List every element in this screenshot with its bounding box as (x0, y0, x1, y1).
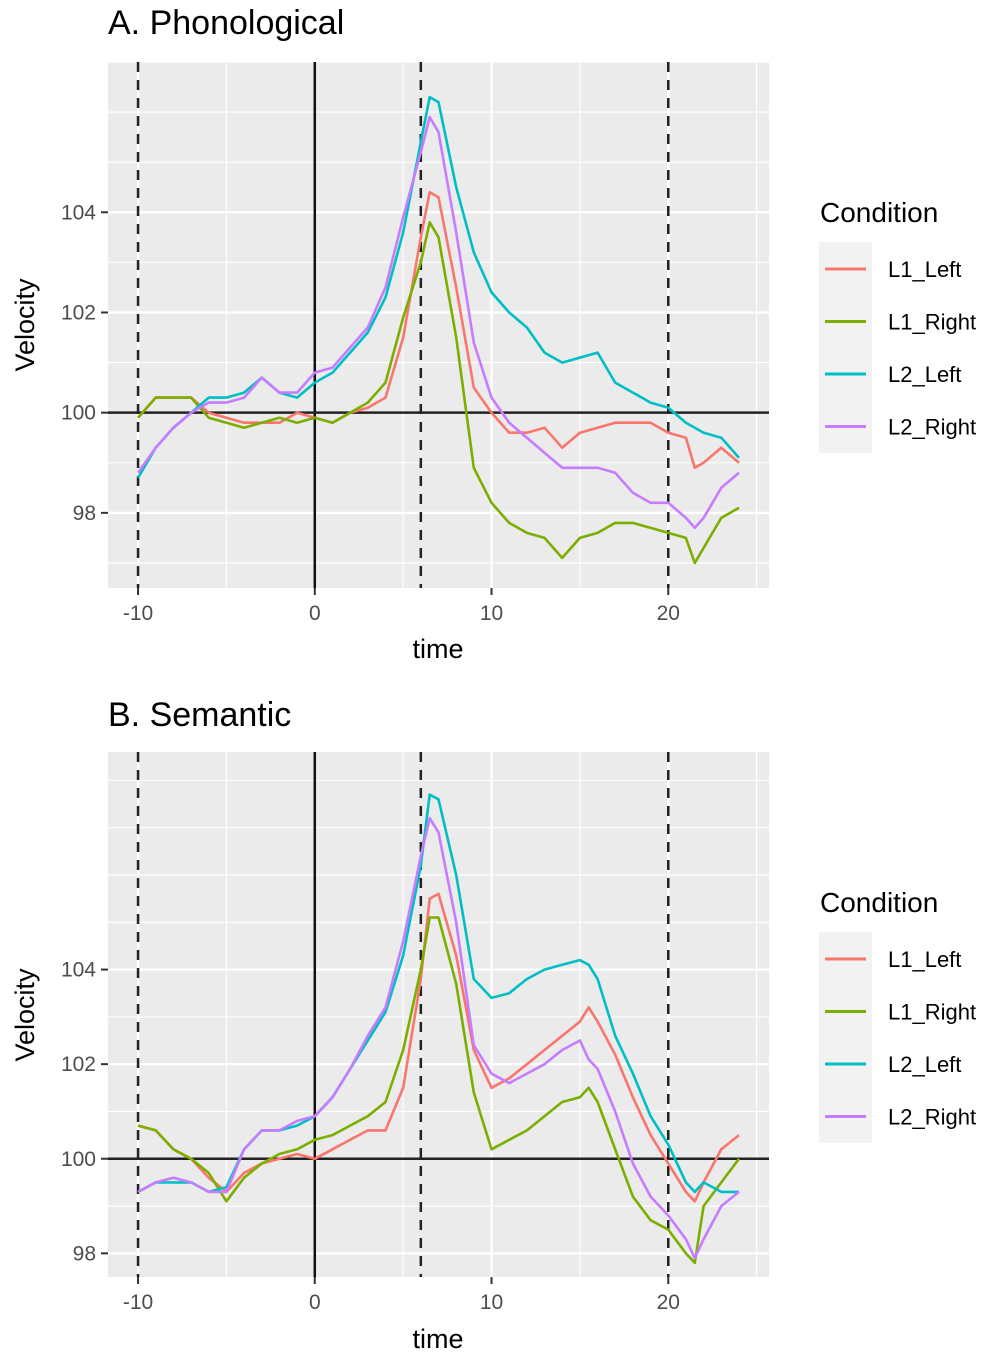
y-tick-label: 104 (61, 201, 96, 224)
panel-title: B. Semantic (108, 696, 291, 734)
y-tick-label: 100 (61, 1148, 96, 1171)
x-tick-label: 0 (309, 602, 321, 625)
series-line-l2-left (136, 95, 740, 479)
x-tick-label: 10 (480, 602, 503, 625)
legend-label: L2_Right (888, 1105, 976, 1130)
y-axis-title: Velocity (10, 278, 40, 372)
x-tick-label: 0 (309, 1291, 321, 1314)
legend-label: L2_Left (888, 1052, 961, 1077)
legend-key-background (819, 242, 872, 453)
y-tick-label: 102 (61, 301, 96, 324)
y-tick-label: 98 (73, 502, 96, 525)
legend-key-background (819, 932, 872, 1143)
legend: Condition L1_Left L1_Right L2_Left L2_Right (819, 887, 976, 1143)
x-axis-title: time (412, 634, 463, 664)
series-line-l2-right (137, 816, 740, 1260)
y-tick-label: 100 (61, 402, 96, 425)
y-axis: 98 100 102 104 (61, 959, 108, 1265)
panel-phonological: A. Phonological 98 100 102 104 -10 0 10 20 tim… (10, 4, 976, 664)
x-tick-label: -10 (123, 602, 153, 625)
x-tick-label: 20 (657, 602, 680, 625)
legend-label: L1_Left (888, 947, 961, 972)
x-tick-label: 10 (480, 1291, 503, 1314)
legend-label: L1_Left (888, 257, 961, 282)
x-axis: -10 0 10 20 (123, 1277, 680, 1314)
x-tick-label: -10 (123, 1291, 153, 1314)
x-axis: -10 0 10 20 (123, 588, 680, 625)
legend-title: Condition (820, 197, 938, 228)
legend-title: Condition (820, 887, 938, 918)
x-tick-label: 20 (657, 1291, 680, 1314)
x-axis-title: time (412, 1324, 463, 1354)
series-lines (136, 95, 740, 565)
gridlines (108, 752, 769, 1277)
legend-label: L1_Right (888, 1000, 976, 1025)
legend: Condition L1_Left L1_Right L2_Left L2_Right (819, 197, 976, 453)
series-line-l1-right (137, 221, 740, 565)
y-tick-label: 104 (61, 959, 96, 982)
series-line-l1-right (137, 916, 741, 1265)
series-line-l1-left (137, 892, 740, 1203)
y-tick-label: 102 (61, 1053, 96, 1076)
reference-lines (108, 62, 769, 588)
legend-label: L2_Right (888, 415, 976, 440)
reference-lines (108, 752, 769, 1277)
y-axis-title: Velocity (10, 968, 40, 1062)
series-line-l1-left (137, 190, 740, 470)
plot-background (108, 62, 769, 588)
y-axis: 98 100 102 104 (61, 201, 108, 525)
legend-label: L2_Left (888, 362, 961, 387)
series-lines (137, 793, 741, 1265)
panel-title: A. Phonological (108, 4, 344, 42)
legend-label: L1_Right (888, 310, 976, 335)
panel-semantic: B. Semantic 98 100 102 104 -10 0 10 20 time Ve… (10, 696, 976, 1354)
y-tick-label: 98 (73, 1242, 96, 1265)
series-line-l2-right (136, 115, 740, 530)
